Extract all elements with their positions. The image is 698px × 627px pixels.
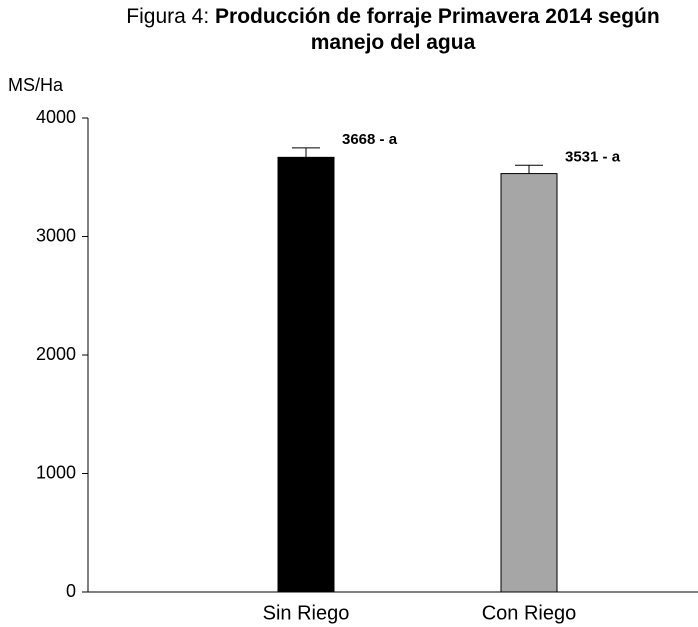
bar: [500, 173, 558, 593]
y-tick-label: 3000: [36, 225, 76, 245]
x-tick-label: Con Riego: [482, 602, 577, 624]
y-tick-label: 2000: [36, 344, 76, 364]
y-tick-label: 4000: [36, 107, 76, 127]
title-text: Producción de forraje Primavera 2014 seg…: [215, 5, 660, 54]
error-bar: [292, 147, 320, 158]
x-tick-label: Sin Riego: [263, 602, 350, 624]
value-label: 3668 - a: [342, 131, 398, 148]
value-label: 3531 - a: [565, 148, 621, 165]
y-tick-label: 1000: [36, 462, 76, 482]
chart-title: Figura 4: Producción de forraje Primaver…: [88, 4, 698, 56]
y-axis-label: MS/Ha: [8, 75, 64, 95]
bar: [277, 156, 335, 593]
y-tick-label: 0: [66, 581, 76, 601]
title-prefix: Figura 4:: [126, 5, 210, 28]
error-bar: [515, 164, 543, 174]
